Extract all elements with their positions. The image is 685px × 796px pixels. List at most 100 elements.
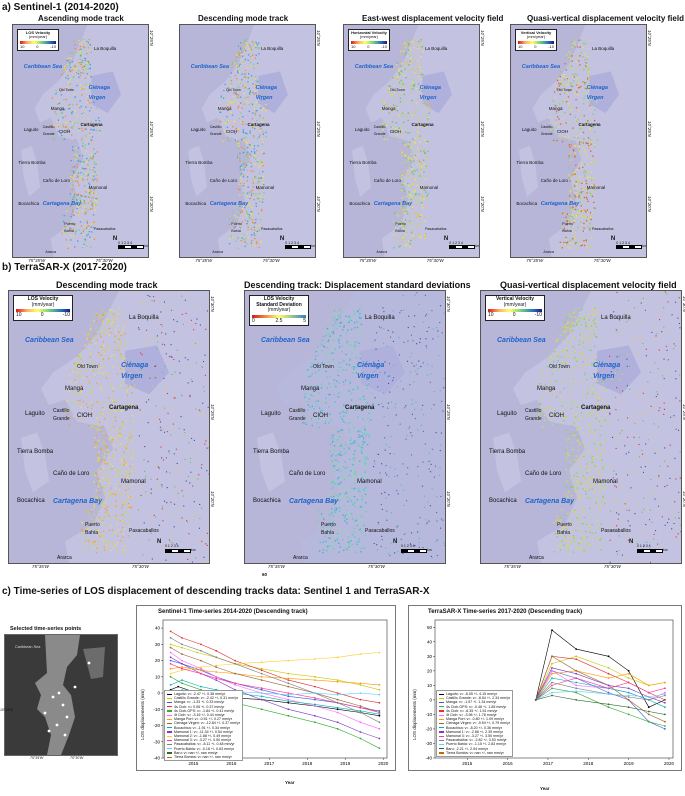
chart-1-legend-swatch xyxy=(439,710,444,712)
chart-1-ytick-label-7: 30 xyxy=(427,654,433,659)
chart-0-point-8-6 xyxy=(287,700,290,703)
chart-0-point-7-3 xyxy=(215,666,218,668)
chart-0-point-6-10 xyxy=(378,684,381,686)
place-ararca: Ararca xyxy=(57,554,72,561)
b-panel-2-title: Descending track: Displacement standard … xyxy=(244,280,471,290)
chart-1-xtick-label-0: 2015 xyxy=(462,761,473,766)
lat-label-3-a1: 10°20'N xyxy=(316,195,321,212)
lon-label-2-a2: 75°30'W xyxy=(426,258,444,263)
scale-bar-values: 0 1 2 3 4 xyxy=(285,240,299,245)
chart-0-legend-label: Laguito: v= -2.47 +/- 0.38 mm/yr xyxy=(174,692,226,696)
chart-0-point-9-1 xyxy=(181,662,183,665)
chart-1-legend-swatch xyxy=(439,752,444,754)
chart-1-frame xyxy=(434,619,674,759)
place-bahia: Bahía xyxy=(557,530,571,537)
chart-1-point-12-6 xyxy=(664,693,666,695)
chart-0-legend-swatch xyxy=(167,748,172,750)
scale-bar xyxy=(616,245,643,250)
chart-1-legend-item: Baru: -2.21 +/- 2.94 mm/yr xyxy=(439,747,510,751)
chart-0-point-4-6 xyxy=(287,714,290,717)
chart-0-point-13-5 xyxy=(260,692,263,694)
chart-0-point-5-4 xyxy=(234,684,236,686)
chart-1-point-8-2 xyxy=(575,681,578,684)
chart-1-legend-item: Tierra Bomba: v= nan +/- nan mm/yr xyxy=(439,751,510,755)
chart-0-point-6-1 xyxy=(181,666,183,668)
b-panel-3-title: Quasi-vertical displacement velocity fie… xyxy=(500,280,677,290)
place-virgen: Virgen xyxy=(357,372,379,380)
north-arrow-icon: N xyxy=(443,236,449,243)
place-caribbean-sea: Caribbean Sea xyxy=(190,64,230,71)
chart-0-point-11-10 xyxy=(378,711,381,714)
lat-label-1-a1: 10°25'N xyxy=(316,30,321,46)
place-laguito: Laguito xyxy=(521,127,537,133)
place-ararca: Ararca xyxy=(376,250,387,255)
north-arrow-icon: N xyxy=(157,538,162,545)
chart-1-point-5-6 xyxy=(664,691,666,694)
north-arrow-icon: N xyxy=(279,236,285,243)
chart-0-legend-label: Manga Port: v= -0.51 +/- 0.27 mm/yr xyxy=(174,717,232,722)
legend-tick-a2-0: 10 xyxy=(351,43,356,49)
legend-tick-a2-1: 0 xyxy=(367,43,370,49)
chart-0-point-8-1 xyxy=(181,679,183,681)
place-castillo: Castillo xyxy=(42,124,55,129)
chart-1-point-13-2 xyxy=(575,699,578,701)
place-old-town: Old Town xyxy=(225,87,241,92)
legend-tick-a0-1: 0 xyxy=(36,43,39,49)
place-castillo: Castillo xyxy=(540,124,553,129)
legend-tick-a0-0: 10 xyxy=(20,43,25,49)
place-puerto: Puerto xyxy=(562,222,573,227)
chart-0-point-4-9 xyxy=(359,737,362,740)
place-grande: Grande xyxy=(373,131,386,136)
chart-0-point-0-8 xyxy=(336,708,339,711)
legend-tick-a3-0: 10 xyxy=(518,43,523,49)
chart-0-point-6-6 xyxy=(287,677,290,680)
place-bahia: Bahía xyxy=(562,229,572,234)
chart-1-point-13-0 xyxy=(534,699,537,701)
chart-0-point-11-4 xyxy=(234,682,236,685)
chart-0-point-5-8 xyxy=(336,711,339,714)
chart-1-point-4-6 xyxy=(664,699,666,701)
a-panel-4-title: Quasi-vertical displacement velocity fie… xyxy=(527,14,684,23)
place-cano-de-loro: Caño de Loro xyxy=(525,470,562,477)
chart-0-legend-swatch xyxy=(167,714,172,716)
chart-1-legend-label: Bocachica: v= -8.20 +/- 0.36 mm/yr xyxy=(446,725,502,730)
lat-label-2-b0: 10°25'N xyxy=(210,404,215,421)
chart-0-point-6-2 xyxy=(200,669,202,672)
place-manga: Manga xyxy=(537,386,556,393)
legend-unit-b1: (mm/year) xyxy=(267,307,291,314)
chart-0-legend-label: 4s Cioh: v= 0.06 +/- 0.37 mm/yr xyxy=(174,704,225,709)
chart-1-legend-item: 4s Cioh: v= -6.35 +/- 1.51 mm/yr xyxy=(439,709,510,713)
page-number: 60 xyxy=(262,572,268,577)
place-bocachica: Bocachica xyxy=(18,201,40,207)
chart-1-point-13-1 xyxy=(551,694,553,697)
chart-0-point-5-6 xyxy=(287,698,290,701)
chart-0-point-5-7 xyxy=(314,705,316,707)
place-cienaga: Ciénaga xyxy=(357,361,385,369)
chart-0-point-9-5 xyxy=(260,698,263,701)
chart-0-point-11-9 xyxy=(359,706,362,709)
legend-tick-b1-0: 0 xyxy=(252,317,255,324)
map-shapes-b2 xyxy=(493,291,681,563)
lon-label-1-a1: 75°35'W xyxy=(195,258,213,263)
legend-ticks-a3: 10 0 -10 xyxy=(518,43,554,49)
chart-0-point-12-8 xyxy=(336,701,339,704)
legend-tick-b1-2: 5 xyxy=(303,317,306,324)
lat-label-1-a0: 10°25'N xyxy=(149,30,154,46)
chart-0-point-8-0 xyxy=(169,684,172,686)
chart-1-point-11-1 xyxy=(551,681,553,684)
chart-0-legend-swatch xyxy=(167,756,172,758)
place-cioh: CIOH xyxy=(313,413,328,420)
place-bocachica: Bocachica xyxy=(17,497,45,504)
chart-0-point-2-6 xyxy=(287,695,290,698)
legend-tick-b0-0: 10 xyxy=(16,312,22,319)
chart-1-legend-swatch xyxy=(439,714,444,716)
chart-1-point-9-1 xyxy=(551,667,553,669)
place-pasacaballos: Pasacaballos xyxy=(261,226,283,231)
chart-0-legend-item: Puerto Bahia: v= -0.18 +/- 0.63 mm/yr xyxy=(167,747,240,751)
legend-tick-a0-2: -10 xyxy=(50,43,56,49)
chart-0-point-10-10 xyxy=(378,651,381,654)
chart-1-legend-label: Manga: v= -1.97 +/- 1.34 mm/yr xyxy=(446,700,497,705)
chart-1-point-11-5 xyxy=(647,699,650,701)
place-old-town: Old Town xyxy=(77,364,98,371)
chart-0-point-13-6 xyxy=(287,693,290,696)
